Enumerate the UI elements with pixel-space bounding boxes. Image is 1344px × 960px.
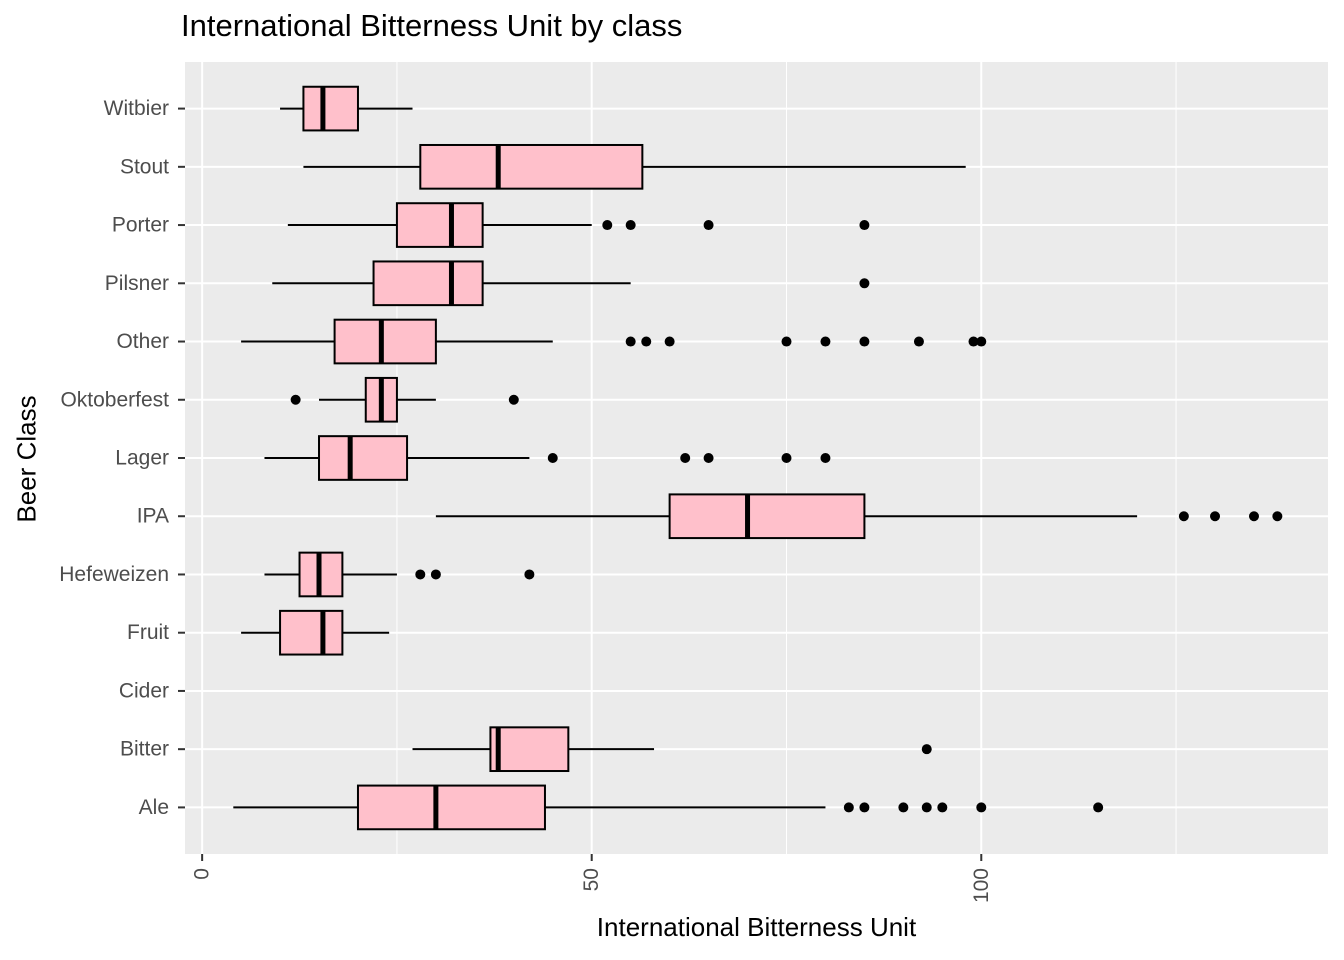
x-axis-title: International Bitterness Unit (596, 912, 917, 942)
box-witbier (280, 85, 413, 132)
outlier-point (703, 453, 714, 463)
box-iqr (372, 260, 484, 307)
outlier-point (625, 220, 636, 231)
outlier-point (968, 336, 979, 347)
y-tick-label: Ale (139, 796, 169, 819)
outlier-point (290, 394, 301, 405)
outlier-point (1248, 511, 1259, 522)
outlier-point (820, 336, 831, 347)
outlier-point (625, 336, 636, 347)
y-tick-label: Witbier (104, 97, 169, 120)
outlier-point (602, 220, 613, 231)
y-tick-label: Lager (115, 447, 169, 470)
box-iqr (318, 435, 409, 481)
outlier-point (703, 220, 714, 231)
box-iqr (279, 609, 344, 656)
box-iqr (356, 784, 546, 831)
box-iqr (419, 143, 644, 190)
box-oktoberfest (290, 376, 519, 423)
outlier-point (921, 744, 932, 755)
x-tick-label: 0 (191, 868, 214, 880)
y-tick-label: Cider (119, 679, 169, 702)
box-stout (303, 143, 966, 190)
box-pilsner (272, 260, 870, 307)
outlier-point (937, 802, 948, 813)
box-series (233, 85, 1283, 831)
outlier-point (547, 453, 558, 463)
outlier-point (859, 278, 870, 289)
x-tick-label: 100 (970, 868, 993, 903)
box-fruit (241, 609, 390, 656)
outlier-point (859, 802, 870, 813)
outlier-point (781, 453, 792, 463)
box-porter (287, 202, 870, 248)
box-bitter (412, 726, 932, 773)
outlier-point (430, 569, 441, 580)
outlier-point (976, 802, 987, 813)
y-tick-label: Porter (112, 214, 169, 237)
outlier-point (641, 336, 652, 347)
outlier-point (843, 802, 854, 813)
outlier-point (859, 336, 870, 347)
box-hefeweizen (264, 551, 535, 598)
outlier-point (1210, 511, 1221, 522)
y-tick-label: IPA (137, 505, 169, 528)
y-axis-title: Beer Class (11, 395, 42, 523)
outlier-point (415, 569, 426, 580)
box-iqr (668, 493, 866, 540)
outlier-point (508, 394, 519, 405)
box-lager (264, 435, 831, 481)
box-other (241, 318, 987, 365)
outlier-point (921, 802, 932, 813)
y-tick-label: Hefeweizen (59, 563, 169, 586)
outlier-point (976, 336, 987, 347)
x-tick-label: 50 (580, 868, 603, 891)
outlier-point (898, 802, 909, 813)
outlier-point (859, 220, 870, 231)
y-tick-label: Oktoberfest (60, 388, 169, 411)
y-axis: Ale Bitter Cider Fruit Hefeweizen IPA Lager Okt… (59, 97, 185, 819)
y-tick-label: Pilsner (105, 272, 169, 295)
outlier-point (1178, 511, 1189, 522)
y-tick-label: Other (116, 330, 169, 353)
outlier-point (781, 336, 792, 347)
outlier-point (820, 453, 831, 463)
outlier-point (913, 336, 924, 347)
box-ale (233, 784, 1104, 831)
y-tick-label: Fruit (127, 621, 169, 644)
outlier-point (1272, 511, 1283, 522)
box-iqr (395, 202, 484, 248)
outlier-point (680, 453, 691, 463)
box-iqr (302, 85, 359, 132)
box-iqr (489, 726, 570, 773)
y-tick-label: Bitter (120, 738, 169, 761)
outlier-point (1093, 802, 1104, 813)
box-iqr (333, 318, 437, 365)
outlier-point (664, 336, 675, 347)
chart-title: International Bitterness Unit by class (181, 8, 683, 43)
y-tick-label: Stout (120, 155, 169, 178)
outlier-point (524, 569, 535, 580)
x-axis: 0 50 100 (191, 854, 993, 903)
box-ipa (435, 493, 1283, 540)
